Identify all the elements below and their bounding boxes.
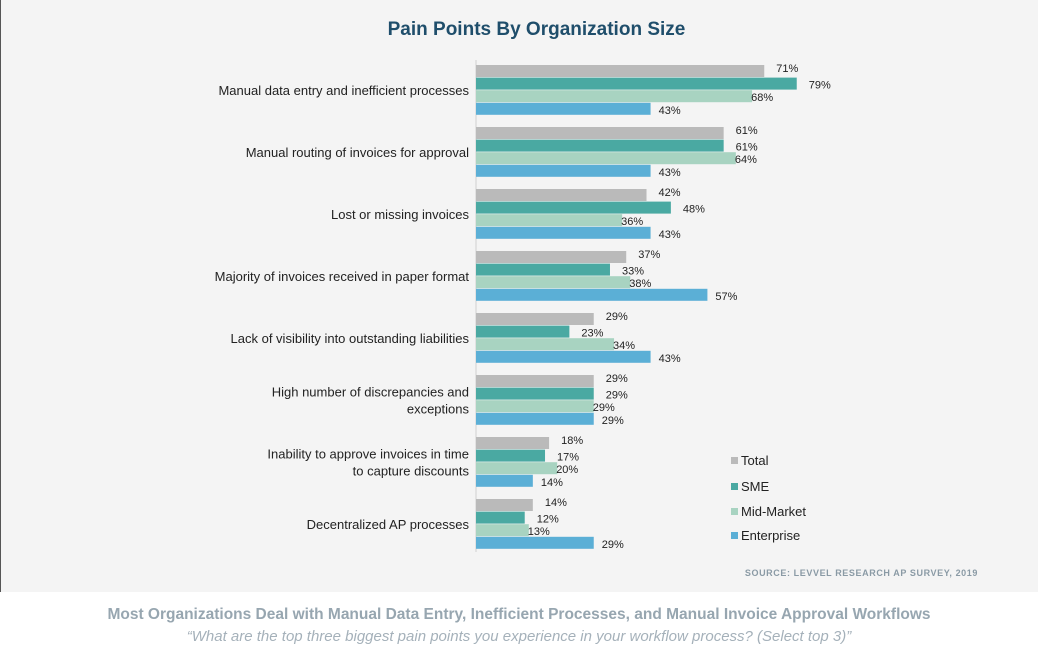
bar-sme [476,325,570,338]
data-label: 36% [621,216,643,228]
data-label: 13% [528,526,550,538]
data-label: 33% [622,266,644,278]
bar-sme [476,77,797,90]
data-label: 23% [581,328,603,340]
bar-sme [476,201,671,214]
bar-mid-market [476,152,736,165]
data-label: 43% [659,353,681,365]
data-label: 43% [659,229,681,241]
bar-chart: Manual data entry and inefficient proces… [215,60,831,552]
data-label: 57% [715,291,737,303]
legend-label: Enterprise [741,528,800,543]
bar-total [476,437,550,449]
data-label: 29% [593,402,615,414]
data-label: 29% [602,415,624,427]
category-label: exceptions [407,402,470,417]
bar-mid-market [476,276,631,289]
category-label: Manual routing of invoices for approval [246,145,469,160]
legend-swatch [731,508,738,515]
caption: Most Organizations Deal with Manual Data… [107,606,931,623]
bar-enterprise [476,288,708,301]
bar-total [476,189,647,201]
data-label: 29% [606,311,628,323]
bar-mid-market [476,462,558,475]
data-label: 14% [545,497,567,509]
survey-question: “What are the top three biggest pain poi… [186,628,852,645]
category-label: Lack of visibility into outstanding liab… [231,331,470,346]
data-label: 79% [809,80,831,92]
legend-label: Mid-Market [741,504,806,519]
bar-sme [476,387,594,400]
bar-total [476,375,594,387]
category-label: Lost or missing invoices [331,207,469,222]
bar-enterprise [476,102,651,115]
bar-enterprise [476,226,651,239]
data-label: 68% [751,92,773,104]
data-label: 34% [613,340,635,352]
bar-total [476,313,594,325]
legend-swatch [731,483,738,490]
data-label: 43% [659,167,681,179]
category-label: Manual data entry and inefficient proces… [218,83,469,98]
data-label: 14% [541,477,563,489]
data-label: 37% [638,249,660,261]
bar-enterprise [476,412,594,425]
data-label: 17% [557,452,579,464]
category-label: Decentralized AP processes [307,517,470,532]
bar-total [476,127,724,139]
bar-mid-market [476,524,529,537]
data-label: 29% [606,373,628,385]
bar-enterprise [476,474,533,487]
category-label: Majority of invoices received in paper f… [215,269,470,284]
source-note: SOURCE: LEVVEL RESEARCH AP SURVEY, 2019 [744,568,978,578]
data-label: 43% [659,105,681,117]
data-label: 61% [736,142,758,154]
data-label: 20% [556,464,578,476]
bar-mid-market [476,214,623,227]
category-label: High number of discrepancies and [272,385,469,400]
data-label: 48% [683,204,705,216]
data-label: 42% [659,187,681,199]
bar-total [476,499,533,511]
legend-label: Total [741,453,769,468]
bar-enterprise [476,164,651,177]
bar-mid-market [476,90,753,103]
bar-sme [476,139,724,152]
data-label: 61% [736,125,758,137]
bar-enterprise [476,350,651,363]
bar-mid-market [476,338,615,351]
data-label: 29% [606,390,628,402]
chart-title: Pain Points By Organization Size [387,19,686,40]
data-label: 38% [629,278,651,290]
data-label: 18% [561,435,583,447]
category-label: to capture discounts [353,464,470,479]
data-label: 71% [776,63,798,75]
data-label: 29% [602,539,624,551]
data-label: 12% [537,514,559,526]
category-label: Inability to approve invoices in time [267,447,469,462]
bar-sme [476,449,546,462]
bar-mid-market [476,400,594,413]
legend-label: SME [741,479,770,494]
legend-swatch [731,457,738,464]
bar-sme [476,511,525,524]
bar-sme [476,263,610,276]
bar-enterprise [476,536,594,549]
bar-total [476,251,627,263]
data-label: 64% [735,154,757,166]
legend-swatch [731,532,738,539]
bar-total [476,65,765,77]
